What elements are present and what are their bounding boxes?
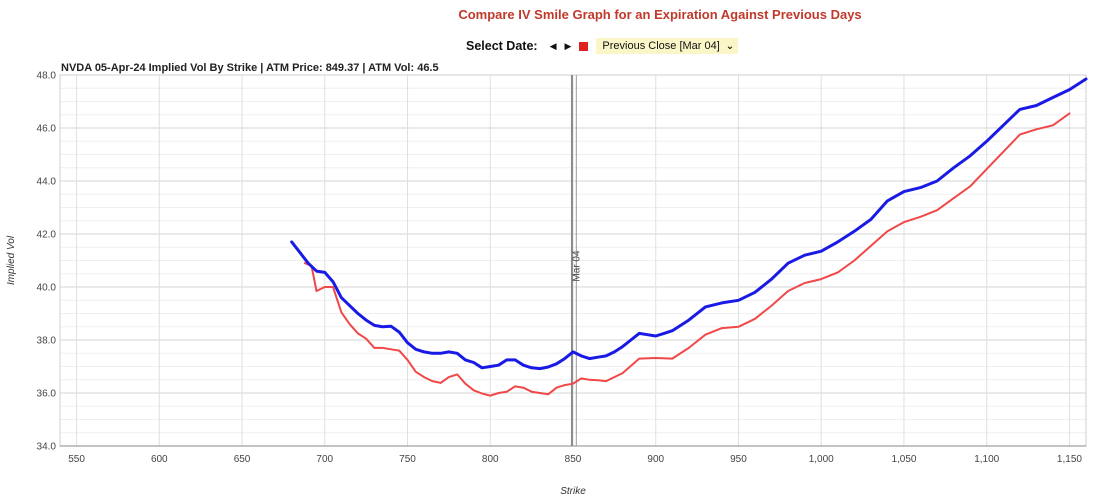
x-tick-label: 1,150 [1057, 454, 1082, 465]
x-tick-label: 600 [151, 454, 168, 465]
previous-close-iv-series-line [303, 112, 1071, 397]
current-iv-series-line [290, 77, 1088, 371]
y-tick-label: 38.0 [37, 336, 57, 347]
x-tick-label: 800 [482, 454, 499, 465]
x-tick-label: 1,100 [974, 454, 999, 465]
y-axis-label: Implied Vol [6, 235, 17, 285]
x-tick-label: 650 [234, 454, 251, 465]
next-date-arrow-icon[interactable]: ▶ [564, 40, 572, 51]
y-tick-label: 36.0 [37, 389, 57, 400]
series-color-marker [579, 41, 589, 51]
date-marker-label: Mar 04 [571, 250, 582, 282]
date-selector-row: Select Date: ◀ ▶ Previous Close [Mar 04]… [466, 38, 739, 54]
x-tick-label: 950 [730, 454, 747, 465]
page-title: Compare IV Smile Graph for an Expiration… [458, 7, 862, 22]
y-tick-label: 34.0 [37, 442, 57, 453]
x-tick-label: 850 [565, 454, 582, 465]
y-tick-label: 40.0 [37, 283, 57, 294]
y-tick-label: 48.0 [37, 71, 57, 82]
y-tick-label: 44.0 [37, 177, 57, 188]
x-tick-label: 750 [399, 454, 416, 465]
previous-date-arrow-icon[interactable]: ◀ [549, 40, 557, 51]
x-tick-label: 1,050 [891, 454, 916, 465]
x-tick-label: 900 [647, 454, 664, 465]
chart-title: NVDA 05-Apr-24 Implied Vol By Strike | A… [61, 62, 439, 74]
y-tick-label: 46.0 [37, 124, 57, 135]
chevron-down-icon: ⌄ [725, 40, 735, 52]
select-date-label: Select Date: [466, 39, 538, 53]
x-tick-label: 1,000 [809, 454, 834, 465]
date-dropdown-value: Previous Close [Mar 04] [602, 40, 720, 52]
x-tick-label: 550 [68, 454, 85, 465]
x-axis-label: Strike [560, 486, 586, 497]
y-tick-label: 42.0 [37, 230, 57, 241]
x-tick-label: 700 [316, 454, 333, 465]
date-dropdown[interactable]: Previous Close [Mar 04] ⌄ [596, 38, 739, 54]
